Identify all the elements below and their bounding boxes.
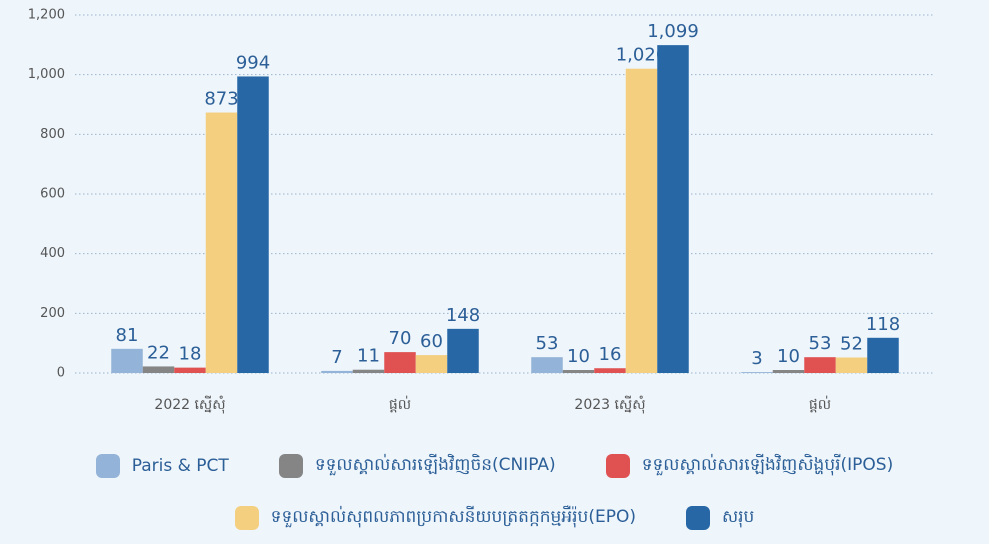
bar: [594, 368, 626, 373]
bar: [447, 328, 479, 373]
value-label: 1,020: [616, 45, 668, 66]
bar: [772, 370, 805, 373]
bar: [562, 370, 595, 373]
x-tick-label: 2023 ស្នើសុំ: [574, 395, 645, 414]
value-label: 53: [809, 333, 832, 354]
value-label: 994: [236, 52, 270, 73]
value-label: 3: [751, 348, 762, 369]
legend-label: ទទួលស្គាល់សុពលភាពប្រកាសនីយបត្រតក្កកម្មអឺ…: [270, 506, 636, 527]
bar: [111, 348, 143, 373]
bar: [867, 337, 899, 373]
legend-swatch: [95, 454, 120, 478]
bar: [352, 369, 385, 373]
value-label: 148: [446, 305, 480, 326]
legend-item: ទទួលស្គាល់សារឡើងវិញចិន(CNIPA): [278, 454, 556, 479]
bar: [205, 112, 238, 374]
y-tick-label: 200: [40, 306, 65, 321]
legend-item: សរុប: [685, 506, 755, 531]
bar: [384, 352, 416, 373]
legend-label: ទទួលស្គាល់សារឡើងវិញចិន(CNIPA): [314, 454, 556, 475]
x-tick-label: 2022 ស្នើសុំ: [154, 395, 225, 414]
value-label: 60: [420, 331, 443, 352]
legend-label: ទទួលស្គាល់សារឡើងវិញសិង្ហបុរី(IPOS): [641, 454, 894, 475]
bar: [625, 68, 658, 373]
bar: [415, 355, 448, 373]
bar: [531, 357, 563, 373]
x-tick-label: ផ្តល់: [389, 395, 411, 413]
legend-label: Paris & PCT: [131, 456, 229, 476]
value-label: 1,099: [647, 21, 699, 42]
bar: [174, 367, 206, 373]
bar: [657, 45, 689, 374]
value-label: 70: [389, 328, 412, 349]
value-label: 53: [536, 333, 559, 354]
legend-item: ទទួលស្គាល់សារឡើងវិញសិង្ហបុរី(IPOS): [605, 454, 894, 479]
legend-label: សរុប: [721, 506, 755, 527]
legend-swatch: [278, 454, 303, 478]
value-label: 11: [357, 346, 380, 367]
legend-item: Paris & PCT: [95, 454, 229, 478]
value-label: 16: [599, 344, 622, 365]
value-label: 81: [116, 325, 139, 346]
legend-swatch: [605, 454, 630, 478]
value-label: 118: [866, 314, 900, 335]
bar: [804, 357, 836, 373]
y-tick-label: 800: [40, 127, 65, 142]
y-tick-label: 600: [40, 187, 65, 202]
y-tick-label: 0: [57, 366, 65, 381]
value-label: 10: [567, 346, 590, 367]
y-tick-label: 1,000: [28, 67, 65, 82]
bar: [321, 370, 353, 373]
value-label: 10: [777, 346, 800, 367]
bar: [142, 366, 175, 373]
value-label: 7: [331, 347, 342, 368]
y-tick-label: 400: [40, 246, 65, 261]
value-label: 873: [204, 89, 238, 110]
legend-row: Paris & PCT ទទួលស្គាល់សារឡើងវិញចិន(CNIPA)…: [0, 440, 989, 492]
bar: [835, 357, 868, 373]
value-label: 52: [840, 333, 863, 354]
legend-row: ទទួលស្គាល់សុពលភាពប្រកាសនីយបត្រតក្កកម្មអឺ…: [0, 492, 989, 544]
x-tick-label: ផ្តល់: [809, 395, 831, 413]
chart: 0 200 400 600 800 1,000 1,200 2022 ស្នើសុំ 81 22 1…: [28, 8, 935, 414]
bar: [237, 76, 269, 373]
value-label: 18: [179, 344, 202, 365]
legend: Paris & PCT ទទួលស្គាល់សារឡើងវិញចិន(CNIPA)…: [0, 440, 989, 544]
legend-item: ទទួលស្គាល់សុពលភាពប្រកាសនីយបត្រតក្កកម្មអឺ…: [234, 506, 636, 531]
value-label: 22: [147, 342, 170, 363]
legend-swatch: [234, 506, 259, 530]
y-tick-label: 1,200: [28, 8, 65, 23]
bar: [741, 372, 773, 373]
legend-swatch: [685, 506, 710, 530]
